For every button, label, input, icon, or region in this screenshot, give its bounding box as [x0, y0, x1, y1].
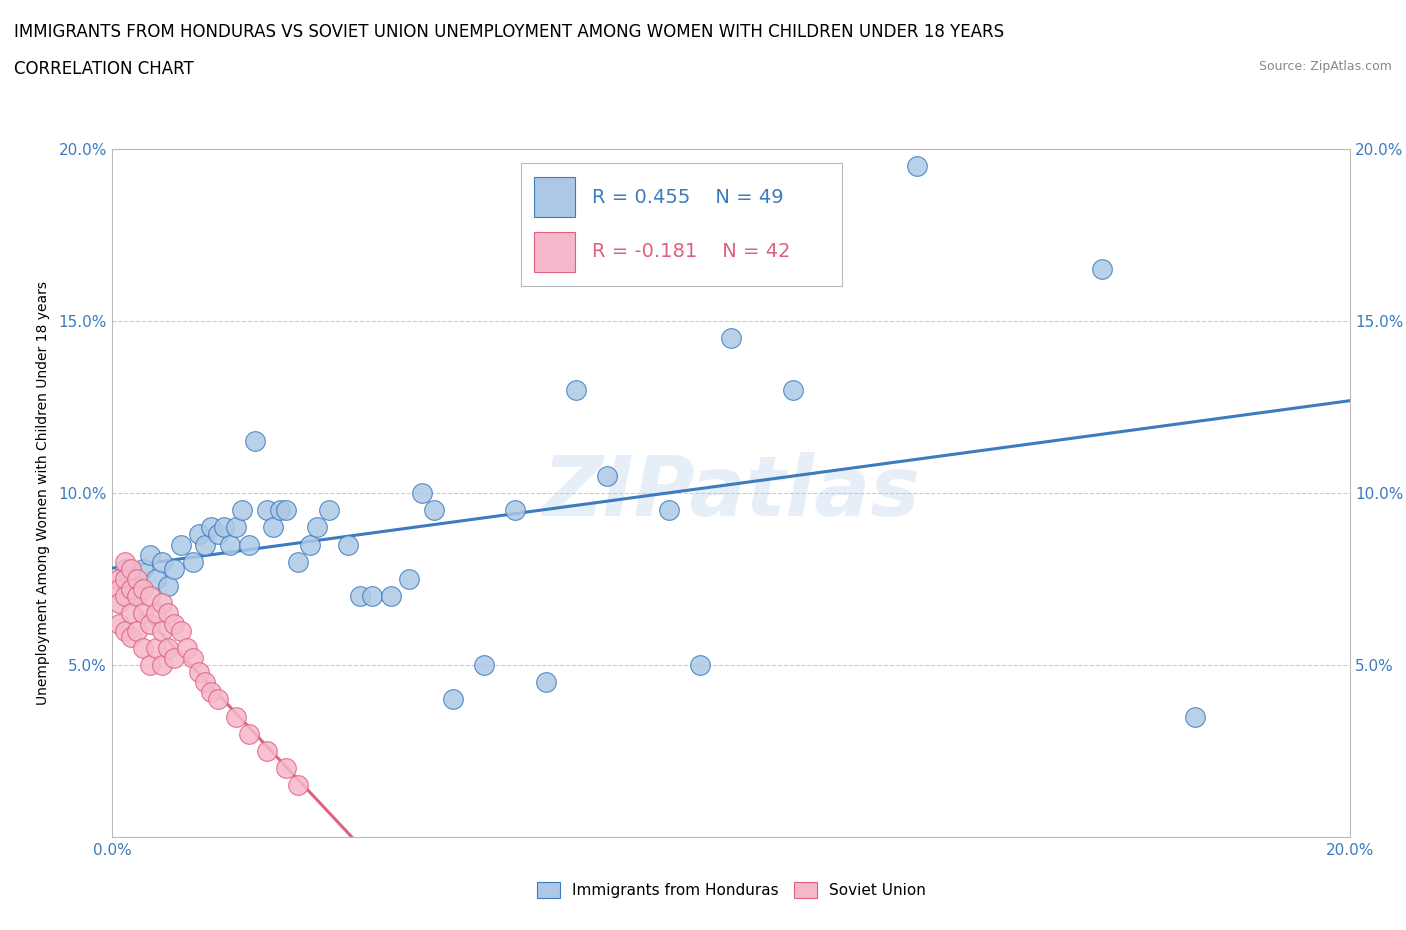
Point — [181, 651, 204, 666]
Point — [157, 606, 180, 621]
Point — [472, 658, 495, 672]
Point — [150, 658, 173, 672]
Point — [194, 538, 217, 552]
Point — [441, 692, 464, 707]
Point — [411, 485, 433, 500]
Point — [157, 641, 180, 656]
Point — [181, 554, 204, 569]
Point — [169, 623, 191, 638]
Point — [138, 548, 160, 563]
Point — [114, 571, 136, 587]
Point — [689, 658, 711, 672]
Point — [1184, 710, 1206, 724]
Point — [138, 658, 160, 672]
Point — [107, 571, 129, 587]
Point — [658, 503, 681, 518]
Point — [305, 520, 328, 535]
Point — [256, 744, 278, 759]
Point — [207, 526, 229, 541]
Point — [207, 692, 229, 707]
Point — [163, 617, 186, 631]
Point — [169, 538, 191, 552]
Point — [256, 503, 278, 518]
Point — [225, 710, 247, 724]
Point — [127, 589, 149, 604]
Point — [132, 561, 155, 576]
Point — [150, 554, 173, 569]
Point — [114, 623, 136, 638]
Text: CORRELATION CHART: CORRELATION CHART — [14, 60, 194, 78]
Text: Source: ZipAtlas.com: Source: ZipAtlas.com — [1258, 60, 1392, 73]
Point — [114, 589, 136, 604]
Point — [188, 526, 211, 541]
Point — [269, 503, 291, 518]
Point — [145, 641, 167, 656]
Y-axis label: Unemployment Among Women with Children Under 18 years: Unemployment Among Women with Children U… — [37, 281, 51, 705]
Point — [132, 582, 155, 597]
Point — [132, 641, 155, 656]
Point — [398, 571, 420, 587]
Point — [150, 595, 173, 610]
Point — [349, 589, 371, 604]
Point — [107, 617, 129, 631]
Point — [145, 606, 167, 621]
Point — [176, 641, 198, 656]
Point — [534, 675, 557, 690]
Legend: Immigrants from Honduras, Soviet Union: Immigrants from Honduras, Soviet Union — [537, 883, 925, 898]
Point — [107, 595, 129, 610]
Point — [336, 538, 359, 552]
Point — [150, 623, 173, 638]
Point — [287, 554, 309, 569]
Point — [243, 433, 266, 449]
Point — [1091, 262, 1114, 277]
Point — [200, 685, 222, 700]
Point — [262, 520, 284, 535]
Point — [163, 561, 186, 576]
Point — [138, 617, 160, 631]
Point — [565, 382, 588, 397]
Point — [225, 520, 247, 535]
Point — [200, 520, 222, 535]
Point — [361, 589, 384, 604]
Point — [219, 538, 242, 552]
Point — [127, 571, 149, 587]
Point — [127, 589, 149, 604]
Point — [380, 589, 402, 604]
Point — [423, 503, 446, 518]
Point — [318, 503, 340, 518]
Point — [107, 582, 129, 597]
Point — [905, 159, 928, 174]
Point — [157, 578, 180, 593]
Point — [120, 571, 142, 587]
Point — [127, 623, 149, 638]
Point — [596, 469, 619, 484]
Point — [231, 503, 253, 518]
Point — [274, 761, 297, 776]
Point — [114, 561, 136, 576]
Point — [299, 538, 322, 552]
Point — [120, 582, 142, 597]
Point — [503, 503, 526, 518]
Point — [212, 520, 235, 535]
Point — [274, 503, 297, 518]
Point — [287, 777, 309, 792]
Point — [114, 554, 136, 569]
Point — [120, 606, 142, 621]
Point — [145, 571, 167, 587]
Point — [188, 664, 211, 679]
Point — [163, 651, 186, 666]
Point — [720, 331, 742, 346]
Point — [238, 538, 260, 552]
Point — [238, 726, 260, 741]
Point — [132, 606, 155, 621]
Point — [782, 382, 804, 397]
Point — [138, 589, 160, 604]
Point — [194, 675, 217, 690]
Point — [120, 630, 142, 644]
Text: ZIPatlas: ZIPatlas — [543, 452, 920, 534]
Point — [120, 561, 142, 576]
Text: IMMIGRANTS FROM HONDURAS VS SOVIET UNION UNEMPLOYMENT AMONG WOMEN WITH CHILDREN : IMMIGRANTS FROM HONDURAS VS SOVIET UNION… — [14, 23, 1004, 41]
